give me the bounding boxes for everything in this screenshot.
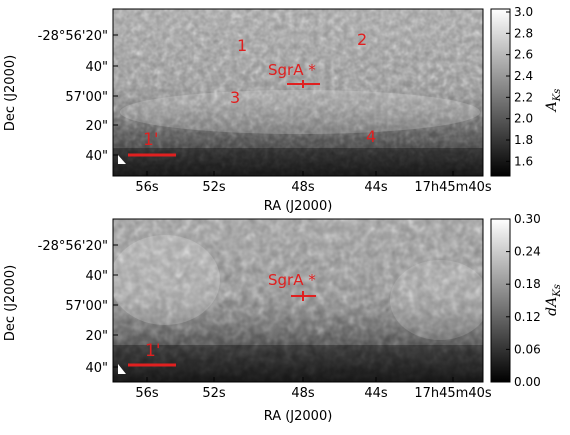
axes-frame-2 (112, 218, 484, 383)
panel-extinction-uncertainty-map: 56s 52s 48s 44s 17h45m40s -28°56'20" 40" 57'00… (3, 212, 563, 424)
sgra-label-2: SgrA * (268, 271, 316, 289)
ra-tick-label: 48s (291, 180, 315, 195)
region-2-label: 2 (357, 30, 367, 49)
uncertainty-image (113, 219, 483, 382)
colorbar-tick-label: 2.8 (514, 26, 533, 40)
ra-tick-label: 52s (202, 180, 226, 195)
colorbar-tick-label: 0.06 (514, 342, 541, 356)
dec-ticks-1: -28°56'20" 40" 57'00" 20" 40" (38, 29, 118, 164)
panel-extinction-map: 56s 52s 48s 44s 17h45m40s -28°56'20" 40" 57'00… (3, 5, 563, 214)
colorbar-ticks-2: 0.30 0.24 0.18 0.12 0.06 0.00 (506, 212, 541, 389)
sgra-label-1: SgrA * (268, 61, 316, 79)
colorbar-tick-label: 0.30 (514, 212, 541, 226)
ra-tick-label: 44s (364, 180, 388, 195)
colorbar-tick-label: 2.2 (514, 90, 533, 104)
colorbar-tick-label: 0.24 (514, 245, 541, 259)
dec-tick-label: 57'00" (65, 299, 108, 314)
colorbar-tick-label: 0.00 (514, 375, 541, 389)
dec-tick-label: 40" (85, 60, 108, 75)
region-1-label: 1 (237, 36, 247, 55)
colorbar-tick-label: 0.12 (514, 310, 541, 324)
colorbar-tick-label: 0.18 (514, 277, 541, 291)
compass-marker-1 (118, 155, 126, 164)
colorbar-tick-label: 2.4 (514, 69, 533, 83)
dec-tick-label: 40" (85, 361, 108, 376)
colorbar-1 (490, 8, 511, 177)
colorbar-2 (490, 218, 511, 383)
compass-marker-2 (118, 364, 126, 374)
dec-tick-label: 20" (85, 329, 108, 344)
colorbar-tick-label: 1.8 (514, 133, 533, 147)
ra-tick-label: 17h45m40s (414, 180, 492, 195)
dec-tick-label: 40" (85, 149, 108, 164)
dec-tick-label: 57'00" (65, 90, 108, 105)
colorbar-tick-label: 3.0 (514, 5, 533, 19)
extinction-image (113, 9, 483, 176)
ra-ticks-1: 56s 52s 48s 44s 17h45m40s (135, 171, 492, 195)
colorbar-tick-label: 2.0 (514, 112, 533, 126)
region-3-label: 3 (230, 88, 240, 107)
ra-tick-label: 44s (364, 386, 388, 401)
dec-tick-label: 40" (85, 269, 108, 284)
ra-tick-label: 56s (135, 180, 159, 195)
y-axis-label-2: Dec (J2000) (3, 265, 18, 341)
colorbar-ticks-1: 3.0 2.8 2.6 2.4 2.2 2.0 1.8 1.6 (506, 5, 533, 168)
y-axis-label-1: Dec (J2000) (3, 55, 18, 131)
dec-tick-label: 20" (85, 119, 108, 134)
x-axis-label-1: RA (J2000) (264, 199, 333, 214)
axes-frame-1 (112, 8, 484, 177)
dec-tick-label: -28°56'20" (38, 239, 108, 254)
ra-ticks-2: 56s 52s 48s 44s 17h45m40s (135, 377, 492, 401)
colorbar-tick-label: 1.6 (514, 154, 533, 168)
colorbar-label-1: AKs (544, 89, 563, 114)
scale-bar-label-1: 1' (143, 130, 159, 150)
x-axis-label-2: RA (J2000) (264, 409, 333, 424)
dec-ticks-2: -28°56'20" 40" 57'00" 20" 40" (38, 239, 118, 376)
ra-tick-label: 52s (202, 386, 226, 401)
ra-tick-label: 17h45m40s (414, 386, 492, 401)
scale-bar-label-2: 1' (145, 341, 161, 361)
ra-tick-label: 48s (291, 386, 315, 401)
ra-tick-label: 56s (135, 386, 159, 401)
colorbar-tick-label: 2.6 (514, 48, 533, 62)
colorbar-label-2: dAKs (544, 284, 563, 316)
dec-tick-label: -28°56'20" (38, 29, 108, 44)
region-4-label: 4 (366, 127, 376, 146)
